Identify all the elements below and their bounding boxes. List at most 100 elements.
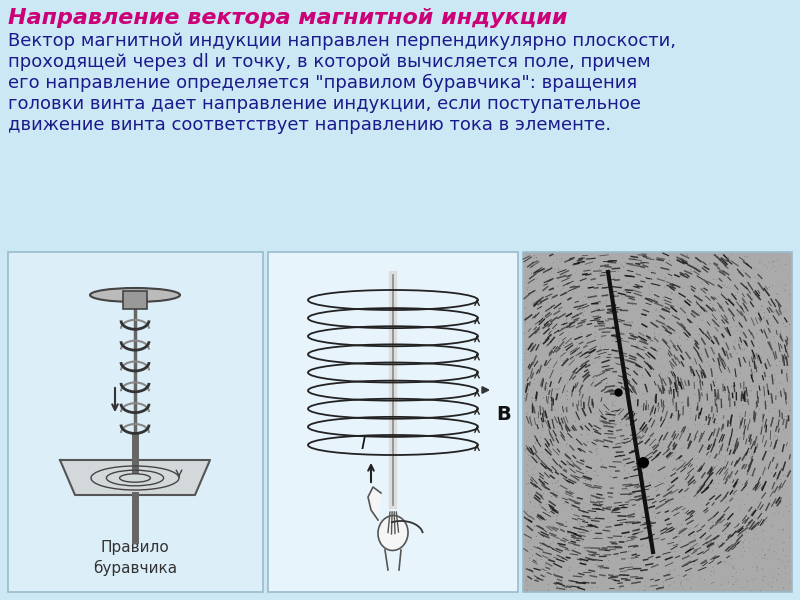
Point: [638, 401, 651, 411]
Point: [557, 427, 570, 437]
Point: [522, 402, 535, 412]
Point: [631, 259, 644, 269]
Point: [754, 390, 766, 400]
Point: [704, 451, 717, 461]
Point: [594, 368, 607, 377]
Point: [642, 538, 655, 547]
Point: [545, 314, 558, 324]
Point: [587, 439, 600, 449]
Point: [770, 383, 783, 393]
Point: [711, 557, 724, 567]
Point: [732, 310, 745, 320]
Point: [575, 411, 588, 421]
Point: [553, 264, 566, 274]
Point: [766, 257, 779, 266]
Point: [592, 299, 605, 309]
Point: [542, 526, 554, 535]
Point: [661, 423, 674, 433]
Point: [761, 503, 774, 512]
Point: [735, 583, 748, 592]
Point: [766, 485, 779, 495]
Point: [734, 326, 747, 336]
Point: [757, 575, 770, 585]
Point: [530, 274, 543, 284]
Point: [650, 569, 663, 578]
Point: [684, 318, 697, 328]
Point: [660, 519, 673, 529]
Point: [630, 481, 643, 491]
Point: [611, 406, 624, 415]
Point: [530, 532, 542, 541]
Point: [558, 341, 570, 350]
Point: [768, 289, 781, 299]
Point: [628, 506, 641, 516]
Point: [608, 413, 621, 422]
Point: [602, 291, 615, 301]
Point: [609, 392, 622, 401]
Point: [596, 407, 609, 417]
Point: [639, 296, 652, 306]
Point: [597, 441, 610, 451]
Point: [650, 358, 663, 367]
Point: [695, 473, 708, 483]
Point: [627, 401, 640, 410]
Point: [573, 517, 586, 527]
Point: [573, 396, 586, 406]
Point: [777, 424, 790, 434]
Point: [607, 332, 620, 341]
Point: [677, 397, 690, 407]
Point: [545, 421, 558, 431]
Point: [626, 284, 638, 294]
Point: [530, 413, 543, 423]
Point: [569, 358, 582, 367]
Point: [714, 499, 726, 508]
Point: [554, 406, 567, 415]
Point: [558, 499, 570, 509]
Point: [532, 350, 545, 360]
Point: [766, 281, 779, 290]
Point: [544, 571, 557, 581]
Point: [722, 421, 734, 430]
Point: [674, 545, 686, 555]
Point: [614, 352, 626, 362]
Point: [734, 316, 746, 326]
Point: [551, 566, 564, 575]
Point: [519, 313, 532, 322]
Point: [767, 257, 780, 266]
Point: [645, 482, 658, 492]
Point: [576, 317, 589, 327]
Point: [731, 313, 744, 323]
Point: [743, 381, 756, 391]
Point: [666, 488, 679, 498]
Point: [733, 495, 746, 505]
Point: [714, 288, 727, 298]
Point: [682, 423, 694, 433]
Point: [698, 253, 710, 262]
Point: [568, 323, 581, 332]
Point: [608, 552, 621, 562]
Point: [633, 365, 646, 375]
Point: [540, 341, 553, 351]
Point: [668, 328, 681, 338]
Point: [622, 318, 634, 328]
Point: [674, 253, 686, 263]
Point: [618, 389, 631, 398]
Point: [586, 583, 598, 592]
Point: [642, 494, 654, 504]
Point: [608, 542, 621, 551]
Point: [549, 305, 562, 314]
Point: [628, 503, 641, 512]
Point: [751, 506, 764, 515]
Point: [784, 474, 797, 484]
Point: [532, 344, 545, 354]
Point: [736, 553, 749, 563]
Point: [609, 528, 622, 538]
Point: [769, 431, 782, 441]
Point: [565, 505, 578, 514]
Point: [530, 440, 543, 449]
Point: [522, 329, 534, 338]
Point: [707, 453, 720, 463]
Point: [522, 580, 534, 590]
Point: [549, 287, 562, 296]
Point: [539, 413, 552, 422]
